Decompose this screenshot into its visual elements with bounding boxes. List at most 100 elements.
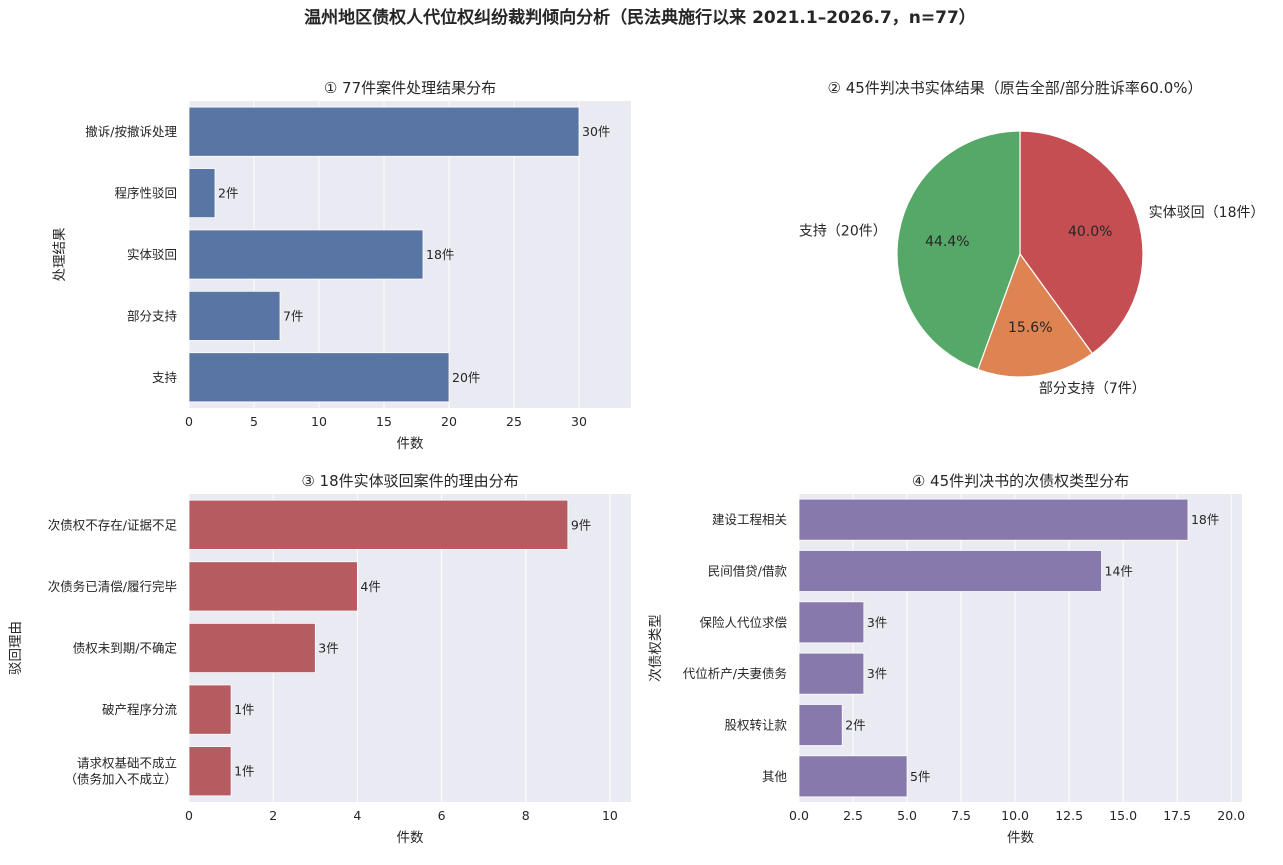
data-label: 1件 bbox=[234, 764, 254, 779]
x-tick-label: 20 bbox=[441, 414, 457, 429]
y-tick-label: 其他 bbox=[762, 769, 788, 784]
data-label: 20件 bbox=[452, 370, 480, 385]
pie-slice bbox=[896, 130, 1021, 371]
y-axis-label: 次债权类型 bbox=[647, 614, 664, 682]
data-label: 18件 bbox=[1191, 512, 1219, 527]
panel-title: ③ 18件实体驳回案件的理由分布 bbox=[301, 472, 518, 490]
bar bbox=[798, 755, 908, 798]
data-label: 3件 bbox=[867, 666, 887, 681]
bar bbox=[798, 498, 1189, 541]
data-label: 18件 bbox=[426, 247, 454, 262]
y-tick-label-line: 次债权不存在/证据不足 bbox=[48, 517, 178, 532]
x-tick-label: 0.0 bbox=[789, 808, 809, 823]
x-tick-label: 10 bbox=[311, 414, 327, 429]
y-axis-label: 驳回理由 bbox=[8, 621, 24, 675]
x-tick-label: 15 bbox=[376, 414, 392, 429]
y-tick-label: 代位析产/夫妻债务 bbox=[683, 666, 787, 681]
panel-title: ④ 45件判决书的次债权类型分布 bbox=[912, 472, 1129, 490]
x-tick-label: 4 bbox=[353, 808, 361, 823]
y-tick-label-line: 保险人代位求偿 bbox=[699, 615, 787, 630]
x-tick-label: 10 bbox=[602, 808, 618, 823]
y-tick-label: 保险人代位求偿 bbox=[699, 615, 787, 630]
figure-title: 温州地区债权人代位权纠纷裁判倾向分析（民法典施行以来 2021.1–2026.7… bbox=[304, 7, 976, 28]
y-tick-label: 债权未到期/不确定 bbox=[73, 641, 177, 656]
y-tick-label-line: 破产程序分流 bbox=[102, 702, 178, 717]
x-tick-label: 5.0 bbox=[897, 808, 917, 823]
y-tick-label: 次债务已清偿/履行完毕 bbox=[48, 579, 177, 594]
bar bbox=[188, 684, 232, 735]
x-tick-label: 2 bbox=[269, 808, 277, 823]
x-tick-label: 25 bbox=[506, 414, 522, 429]
y-tick-label-line: 债权未到期/不确定 bbox=[73, 641, 177, 656]
bar bbox=[798, 704, 843, 746]
y-tick-label: 建设工程相关 bbox=[712, 512, 787, 527]
bar bbox=[798, 601, 865, 644]
y-tick-label: 支持 bbox=[152, 370, 177, 385]
x-tick-label: 15.0 bbox=[1109, 808, 1137, 823]
x-tick-label: 12.5 bbox=[1055, 808, 1083, 823]
x-tick-label: 2.5 bbox=[843, 808, 863, 823]
y-tick-label-line: 支持 bbox=[152, 370, 177, 385]
data-label: 3件 bbox=[318, 641, 338, 656]
bar bbox=[188, 290, 281, 341]
bar-panel-3: 0.0 2.5 5.0 7.5 10.0 12.5 15.0 17.5 20.0 ④ 45件判决书… bbox=[647, 472, 1245, 846]
y-tick-label: 撤诉/按撤诉处理 bbox=[85, 124, 177, 139]
bar bbox=[188, 499, 569, 550]
y-axis-label: 处理结果 bbox=[52, 227, 68, 281]
pie-slice bbox=[977, 252, 1094, 378]
x-tick-label: 10.0 bbox=[1001, 808, 1029, 823]
pie-slice-label: 支持（20件） bbox=[799, 224, 887, 240]
pie-slice-label: 部分支持（7件） bbox=[1039, 381, 1146, 397]
y-tick-label-line: 请求权基础不成立 bbox=[77, 756, 177, 771]
y-tick-label-line: 代位析产/夫妻债务 bbox=[683, 666, 787, 681]
bar bbox=[188, 622, 316, 674]
x-axis-label: 件数 bbox=[1007, 830, 1035, 846]
x-tick-label: 17.5 bbox=[1163, 808, 1191, 823]
y-tick-label-line: （债务加入不成立） bbox=[64, 772, 177, 787]
bar bbox=[188, 168, 216, 219]
y-tick-label: 次债权不存在/证据不足 bbox=[48, 517, 178, 532]
pie-percent-label: 15.6% bbox=[1008, 320, 1052, 336]
x-tick-label: 5 bbox=[250, 414, 258, 429]
y-tick-label-line: 实体驳回 bbox=[127, 247, 177, 262]
y-tick-label-line: 民间借贷/借款 bbox=[708, 564, 788, 579]
data-label: 30件 bbox=[582, 124, 610, 139]
data-label: 3件 bbox=[867, 615, 887, 630]
x-axis-label: 件数 bbox=[397, 436, 424, 452]
y-tick-label: 请求权基础不成立（债务加入不成立） bbox=[64, 756, 177, 787]
bar bbox=[798, 652, 865, 695]
bar bbox=[188, 106, 580, 157]
x-tick-label: 0 bbox=[185, 414, 193, 429]
pie-panel: ② 45件判决书实体结果（原告全部/部分胜诉率60.0%） 40.0% 实体驳回（1… bbox=[799, 79, 1265, 397]
x-axis-label: 件数 bbox=[397, 830, 424, 846]
data-label: 7件 bbox=[283, 308, 303, 323]
x-tick-label: 30 bbox=[571, 414, 587, 429]
x-tick-label: 0 bbox=[185, 808, 193, 823]
pie-percent-label: 44.4% bbox=[925, 234, 969, 250]
data-label: 14件 bbox=[1105, 564, 1133, 579]
x-tick-label: 6 bbox=[438, 808, 446, 823]
y-tick-label: 破产程序分流 bbox=[102, 702, 178, 717]
data-label: 5件 bbox=[910, 769, 930, 784]
bar bbox=[188, 561, 358, 612]
bar bbox=[188, 746, 232, 797]
y-tick-label: 部分支持 bbox=[127, 308, 177, 323]
bar bbox=[188, 352, 450, 403]
y-tick-label-line: 股权转让款 bbox=[724, 718, 787, 733]
y-tick-label-line: 部分支持 bbox=[127, 308, 177, 323]
panel-title: ① 77件案件处理结果分布 bbox=[324, 79, 496, 97]
y-tick-label-line: 建设工程相关 bbox=[712, 512, 787, 527]
y-tick-label: 股权转让款 bbox=[724, 718, 787, 733]
y-tick-label-line: 其他 bbox=[762, 769, 788, 784]
pie-slice-label: 实体驳回（18件） bbox=[1149, 205, 1265, 221]
y-tick-label-line: 撤诉/按撤诉处理 bbox=[85, 124, 177, 139]
data-label: 9件 bbox=[571, 517, 591, 532]
y-tick-label: 实体驳回 bbox=[127, 247, 177, 262]
y-tick-label-line: 次债务已清偿/履行完毕 bbox=[48, 579, 177, 594]
x-tick-label: 20.0 bbox=[1217, 808, 1245, 823]
bar bbox=[798, 550, 1102, 592]
y-tick-label: 程序性驳回 bbox=[114, 186, 177, 201]
